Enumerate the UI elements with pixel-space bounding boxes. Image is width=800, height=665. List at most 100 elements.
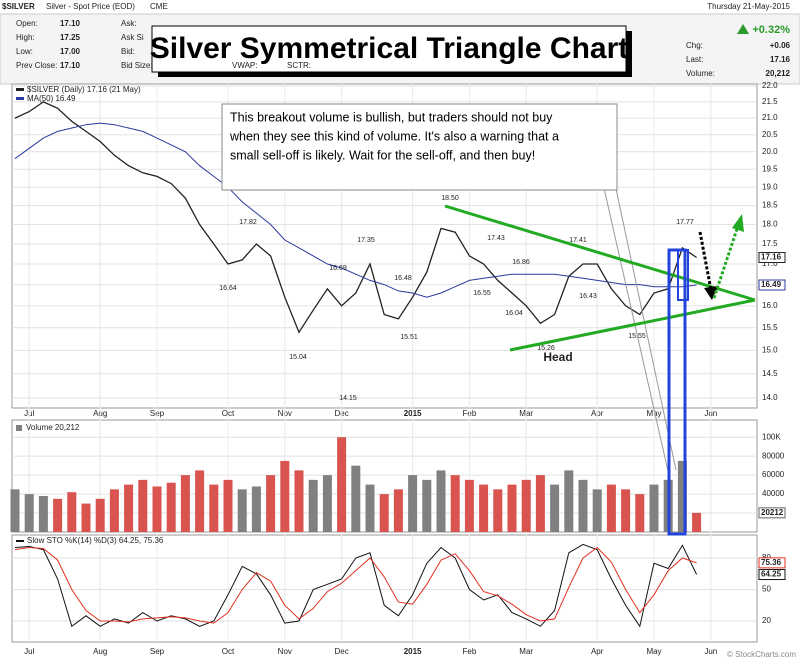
price-annotation: 16.55 <box>473 290 491 297</box>
description: Silver - Spot Price (EOD) <box>46 2 135 11</box>
price-annotation: 16.64 <box>219 285 237 292</box>
field-label: Last: <box>686 55 703 64</box>
volume-bar <box>322 475 332 532</box>
y-tick-label: 22.0 <box>762 81 778 90</box>
field-label: Open: <box>16 19 38 28</box>
price-panel <box>11 83 758 409</box>
volume-bar <box>635 494 645 532</box>
volume-bar <box>677 460 687 532</box>
price-annotation: 16.86 <box>512 259 530 266</box>
price-annotation: 15.26 <box>537 345 555 352</box>
field-value: 17.10 <box>60 19 81 28</box>
value-tag-label: 64.25 <box>761 570 782 579</box>
x-tick-label: Nov <box>278 647 292 656</box>
volume-bar <box>464 479 474 532</box>
price-annotation: 17.77 <box>676 219 694 226</box>
volume-bar <box>649 484 659 532</box>
x-tick-label: Jun <box>704 647 717 656</box>
y-tick-label: 17.5 <box>762 239 778 248</box>
volume-bar <box>337 437 347 532</box>
field-value: +0.06 <box>770 41 791 50</box>
price-annotation: 17.35 <box>357 237 375 244</box>
volume-bar <box>521 479 531 532</box>
volume-bar <box>365 484 375 532</box>
callout-text: small sell-off is likely. Wait for the s… <box>230 148 535 162</box>
series-line <box>14 543 698 628</box>
legend-swatch <box>16 88 24 91</box>
volume-bar <box>10 489 20 532</box>
field-label: High: <box>16 33 35 42</box>
y-tick-label: 50 <box>762 585 771 594</box>
price-annotation: 15.51 <box>400 334 418 341</box>
volume-bar <box>166 482 176 532</box>
legend-entry: Volume 20,212 <box>26 423 80 432</box>
y-tick-label: 14.0 <box>762 393 778 402</box>
x-tick-label: Dec <box>334 647 348 656</box>
y-tick-label: 20 <box>762 616 771 625</box>
volume-bar <box>109 489 119 532</box>
value-tag-label: 17.16 <box>761 253 782 262</box>
field-value: 17.10 <box>60 61 81 70</box>
volume-bar <box>493 489 503 532</box>
field-label: Prev Close: <box>16 61 57 70</box>
legend-entry: Slow STO %K(14) %D(3) 64.25, 75.36 <box>27 536 164 545</box>
volume-bar <box>479 484 489 532</box>
price-annotation: 16.43 <box>579 293 597 300</box>
value-tag-label: 20212 <box>761 508 784 517</box>
volume-bar <box>209 484 219 532</box>
sto-panel <box>11 534 758 643</box>
trendline <box>444 204 756 302</box>
y-tick-label: 60000 <box>762 470 785 479</box>
price-annotation: 16.04 <box>505 310 523 317</box>
y-tick-label: 15.0 <box>762 345 778 354</box>
price-annotation: 17.41 <box>569 237 587 244</box>
field-label: Bid Size: <box>121 61 153 70</box>
volume-bar <box>436 470 446 532</box>
volume-bar <box>251 486 261 532</box>
callout-text: This breakout volume is bullish, but tra… <box>230 110 553 124</box>
x-tick-label: Feb <box>463 647 477 656</box>
volume-bar <box>67 492 77 532</box>
x-tick-label: May <box>646 647 661 656</box>
x-tick-label: Aug <box>93 647 107 656</box>
volume-bar <box>237 489 247 532</box>
volume-bar <box>393 489 403 532</box>
volume-bar <box>53 498 63 532</box>
x-tick-label: Oct <box>222 647 235 656</box>
volume-bar <box>351 465 361 532</box>
volume-bar <box>294 470 304 532</box>
highlight-box <box>677 249 689 301</box>
value-tag <box>758 557 786 569</box>
volume-bar <box>195 470 205 532</box>
volume-bar <box>550 484 560 532</box>
y-tick-label: 19.0 <box>762 182 778 191</box>
field-value: 17.16 <box>770 55 791 64</box>
volume-bar <box>692 512 702 532</box>
field-value: 20,212 <box>766 69 791 78</box>
arrow-head <box>732 214 744 232</box>
y-tick-label: 19.5 <box>762 164 778 173</box>
price-annotation: 16.69 <box>329 265 347 272</box>
y-tick-label: 20.5 <box>762 130 778 139</box>
price-annotation: 17.43 <box>487 235 505 242</box>
y-tick-label: 20.0 <box>762 147 778 156</box>
field-label: Ask: <box>121 19 137 28</box>
volume-bar <box>38 495 48 532</box>
volume-bar <box>606 484 616 532</box>
volume-bar <box>280 460 290 532</box>
exchange: CME <box>150 2 168 11</box>
volume-bar <box>379 494 389 532</box>
watermark: © StockCharts.com <box>727 650 796 659</box>
volume-bar <box>266 475 276 532</box>
price-annotation: 18.50 <box>441 195 459 202</box>
field-label: VWAP: <box>232 61 257 70</box>
volume-bar <box>308 479 318 532</box>
volume-bar <box>535 475 545 532</box>
y-tick-label: 21.5 <box>762 97 778 106</box>
legend-swatch <box>16 97 24 100</box>
x-tick-label: Jul <box>24 647 34 656</box>
value-tag <box>758 279 786 291</box>
y-tick-label: 15.5 <box>762 323 778 332</box>
